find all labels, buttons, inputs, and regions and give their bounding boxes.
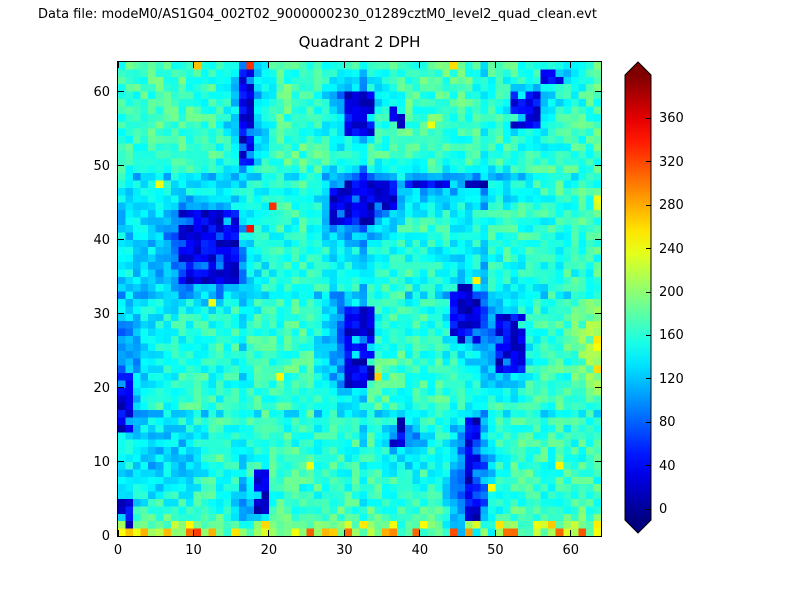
- colorbar-tick-label: 40: [659, 458, 676, 474]
- colorbar-tick-mark: [646, 248, 651, 250]
- x-tick-label: 30: [336, 543, 353, 558]
- x-tick-label: 0: [113, 543, 123, 558]
- y-tick-mark: [118, 239, 124, 241]
- colorbar-tick-label: 320: [659, 154, 684, 170]
- colorbar-tick-mark: [646, 204, 651, 206]
- colorbar-tick-mark: [646, 378, 651, 380]
- colorbar-tick-mark: [646, 465, 651, 467]
- x-tick-mark: [419, 530, 421, 536]
- colorbar-bottom-arrow: [625, 520, 651, 533]
- y-tick-mark: [118, 165, 124, 167]
- x-tick-label: 60: [562, 543, 580, 558]
- colorbar-tick-label: 0: [659, 502, 668, 518]
- y-tick-label: 60: [93, 84, 110, 100]
- colorbar-tick-mark: [646, 291, 651, 293]
- y-tick-label: 30: [93, 306, 110, 322]
- colorbar-top-arrow: [625, 62, 651, 75]
- y-tick-mark: [595, 91, 601, 93]
- colorbar-tick-label: 200: [659, 285, 684, 301]
- y-tick-label: 50: [93, 158, 110, 174]
- y-tick-mark: [118, 313, 124, 315]
- x-tick-label: 20: [260, 543, 278, 558]
- colorbar-tick-label: 360: [659, 111, 684, 127]
- colorbar: [624, 61, 652, 534]
- y-tick-label: 10: [93, 454, 110, 470]
- colorbar-tick-mark: [646, 161, 651, 163]
- colorbar-tick-label: 80: [659, 415, 676, 431]
- x-tick-label: 50: [487, 543, 504, 558]
- x-tick-mark: [343, 530, 345, 536]
- x-tick-mark: [192, 62, 194, 68]
- heatmap-canvas: [118, 62, 601, 536]
- x-tick-mark: [268, 530, 270, 536]
- y-tick-mark: [595, 165, 601, 167]
- colorbar-tick-label: 280: [659, 198, 684, 214]
- x-tick-mark: [117, 530, 119, 536]
- y-tick-mark: [595, 239, 601, 241]
- y-tick-mark: [595, 387, 601, 389]
- colorbar-tick-label: 120: [659, 371, 684, 387]
- y-tick-mark: [118, 387, 124, 389]
- x-tick-mark: [343, 62, 345, 68]
- y-tick-mark: [118, 461, 124, 463]
- x-tick-mark: [117, 62, 119, 68]
- chart-title: Quadrant 2 DPH: [298, 33, 421, 51]
- x-tick-label: 40: [411, 543, 429, 558]
- y-tick-mark: [595, 535, 601, 537]
- colorbar-tick-label: 160: [659, 328, 684, 344]
- x-tick-mark: [192, 530, 194, 536]
- colorbar-tick-mark: [646, 508, 651, 510]
- plot-area: [117, 61, 602, 537]
- y-tick-mark: [118, 535, 124, 537]
- colorbar-outline: [624, 61, 652, 534]
- y-tick-label: 20: [93, 380, 110, 396]
- x-tick-mark: [494, 62, 496, 68]
- x-tick-mark: [494, 530, 496, 536]
- y-tick-label: 40: [93, 232, 110, 248]
- colorbar-gradient: [625, 75, 651, 520]
- x-tick-mark: [570, 530, 572, 536]
- colorbar-tick-mark: [646, 421, 651, 423]
- y-tick-label: 0: [101, 529, 110, 544]
- colorbar-tick-label: 240: [659, 241, 684, 257]
- datafile-label: Data file: modeM0/AS1G04_002T02_90000002…: [38, 7, 597, 22]
- x-tick-mark: [268, 62, 270, 68]
- x-tick-mark: [570, 62, 572, 68]
- colorbar-tick-mark: [646, 334, 651, 336]
- y-tick-mark: [595, 313, 601, 315]
- y-tick-mark: [595, 461, 601, 463]
- x-tick-mark: [419, 62, 421, 68]
- x-tick-label: 10: [185, 543, 202, 558]
- y-tick-mark: [118, 91, 124, 93]
- colorbar-tick-mark: [646, 117, 651, 119]
